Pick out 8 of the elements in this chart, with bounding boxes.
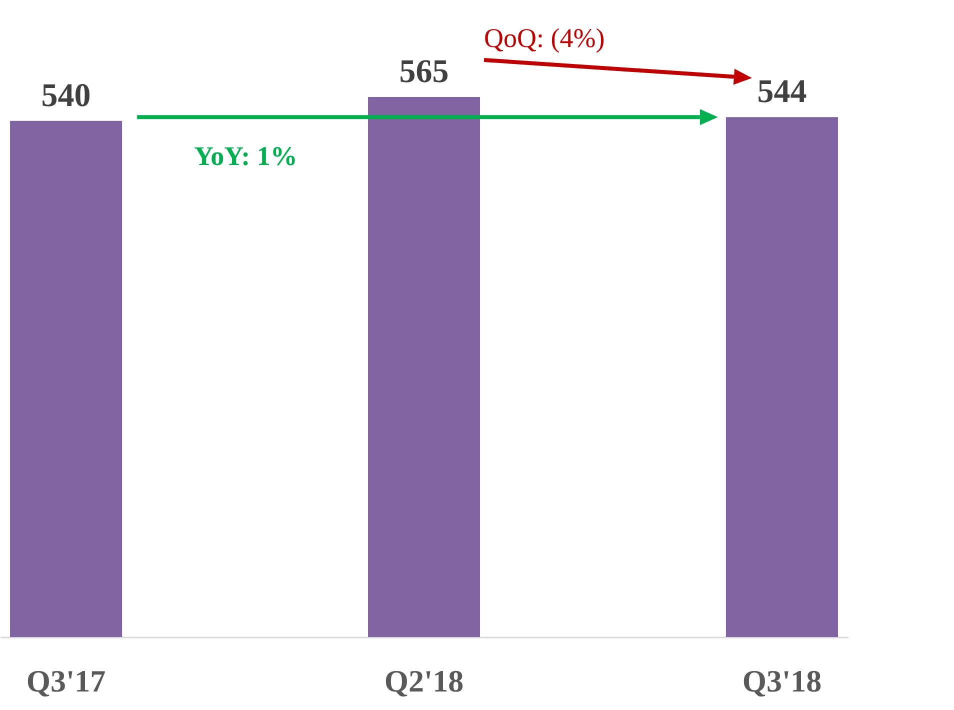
text: QoQ: (4%): [484, 23, 605, 53]
x-tick-label: Q2'18: [384, 664, 464, 698]
x-tick-label: Q3'17: [26, 664, 106, 698]
data-label: 544: [757, 74, 807, 110]
x-tick-label: Q3'18: [742, 664, 822, 698]
data-label: 540: [41, 78, 91, 114]
data-label: 565: [399, 54, 449, 90]
annotation: YoY: 1%: [194, 141, 298, 172]
